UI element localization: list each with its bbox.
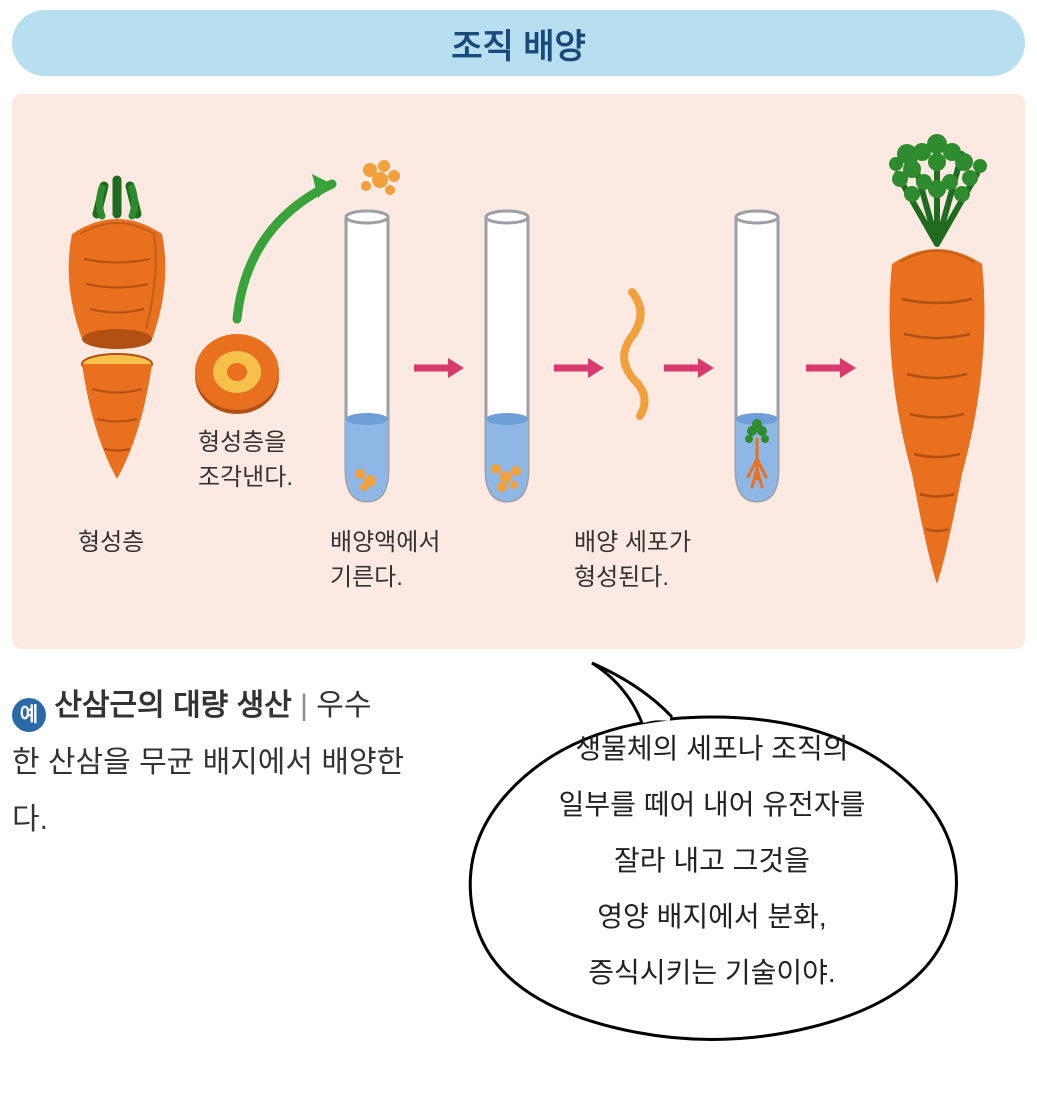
diagram-panel: 형성층 형성층을 조각낸다. 배양액에서 기른다. 배양 세포가 형성된다. [12, 94, 1025, 649]
test-tube-1-icon [332, 209, 402, 509]
example-badge: 예 [12, 698, 46, 732]
arrow-2-icon [550, 354, 606, 382]
title-bar: 조직 배양 [12, 10, 1025, 76]
bubble-line-5: 증식시키는 기술이야. [472, 945, 952, 1001]
label-cells-form: 배양 세포가 형성된다. [574, 526, 691, 596]
bubble-line-1: 생물체의 세포나 조직의 [472, 721, 952, 777]
label-grow-in-medium: 배양액에서 기른다. [330, 526, 440, 596]
bubble-text: 생물체의 세포나 조직의 일부를 떼어 내어 유전자를 잘라 내고 그것을 영양… [472, 721, 952, 1001]
wavy-sprout-icon [610, 284, 660, 424]
example-title: 산삼근의 대량 생산 [54, 689, 291, 722]
label-cut-cambium: 형성층을 조각낸다. [198, 426, 293, 496]
example-sep: | [292, 689, 316, 722]
arrow-4-icon [802, 354, 858, 382]
bubble-line-3: 잘라 내고 그것을 [472, 833, 952, 889]
bubble-line-2: 일부를 떼어 내어 유전자를 [472, 777, 952, 833]
example-body-rest: 한 산삼을 무균 배지에서 배양한다. [12, 746, 404, 836]
cut-carrot-icon [42, 174, 192, 484]
example-text: 예 산삼근의 대량 생산 | 우수 한 산삼을 무균 배지에서 배양한다. [12, 677, 432, 848]
bubble-line-4: 영양 배지에서 분화, [472, 889, 952, 945]
full-carrot-icon [852, 134, 1022, 594]
example-body-prefix: 우수 [316, 689, 371, 722]
title-text: 조직 배양 [451, 19, 586, 68]
test-tube-3-icon [722, 209, 792, 509]
cell-cluster-top-icon [352, 156, 412, 206]
test-tube-2-icon [472, 209, 542, 509]
speech-bubble: 생물체의 세포나 조직의 일부를 떼어 내어 유전자를 잘라 내고 그것을 영양… [412, 657, 1012, 1057]
bottom-area: 예 산삼근의 대량 생산 | 우수 한 산삼을 무균 배지에서 배양한다. 생물… [12, 669, 1025, 1069]
label-cambium: 형성층 [78, 526, 144, 561]
arrow-3-icon [660, 354, 716, 382]
arrow-1-icon [410, 354, 466, 382]
